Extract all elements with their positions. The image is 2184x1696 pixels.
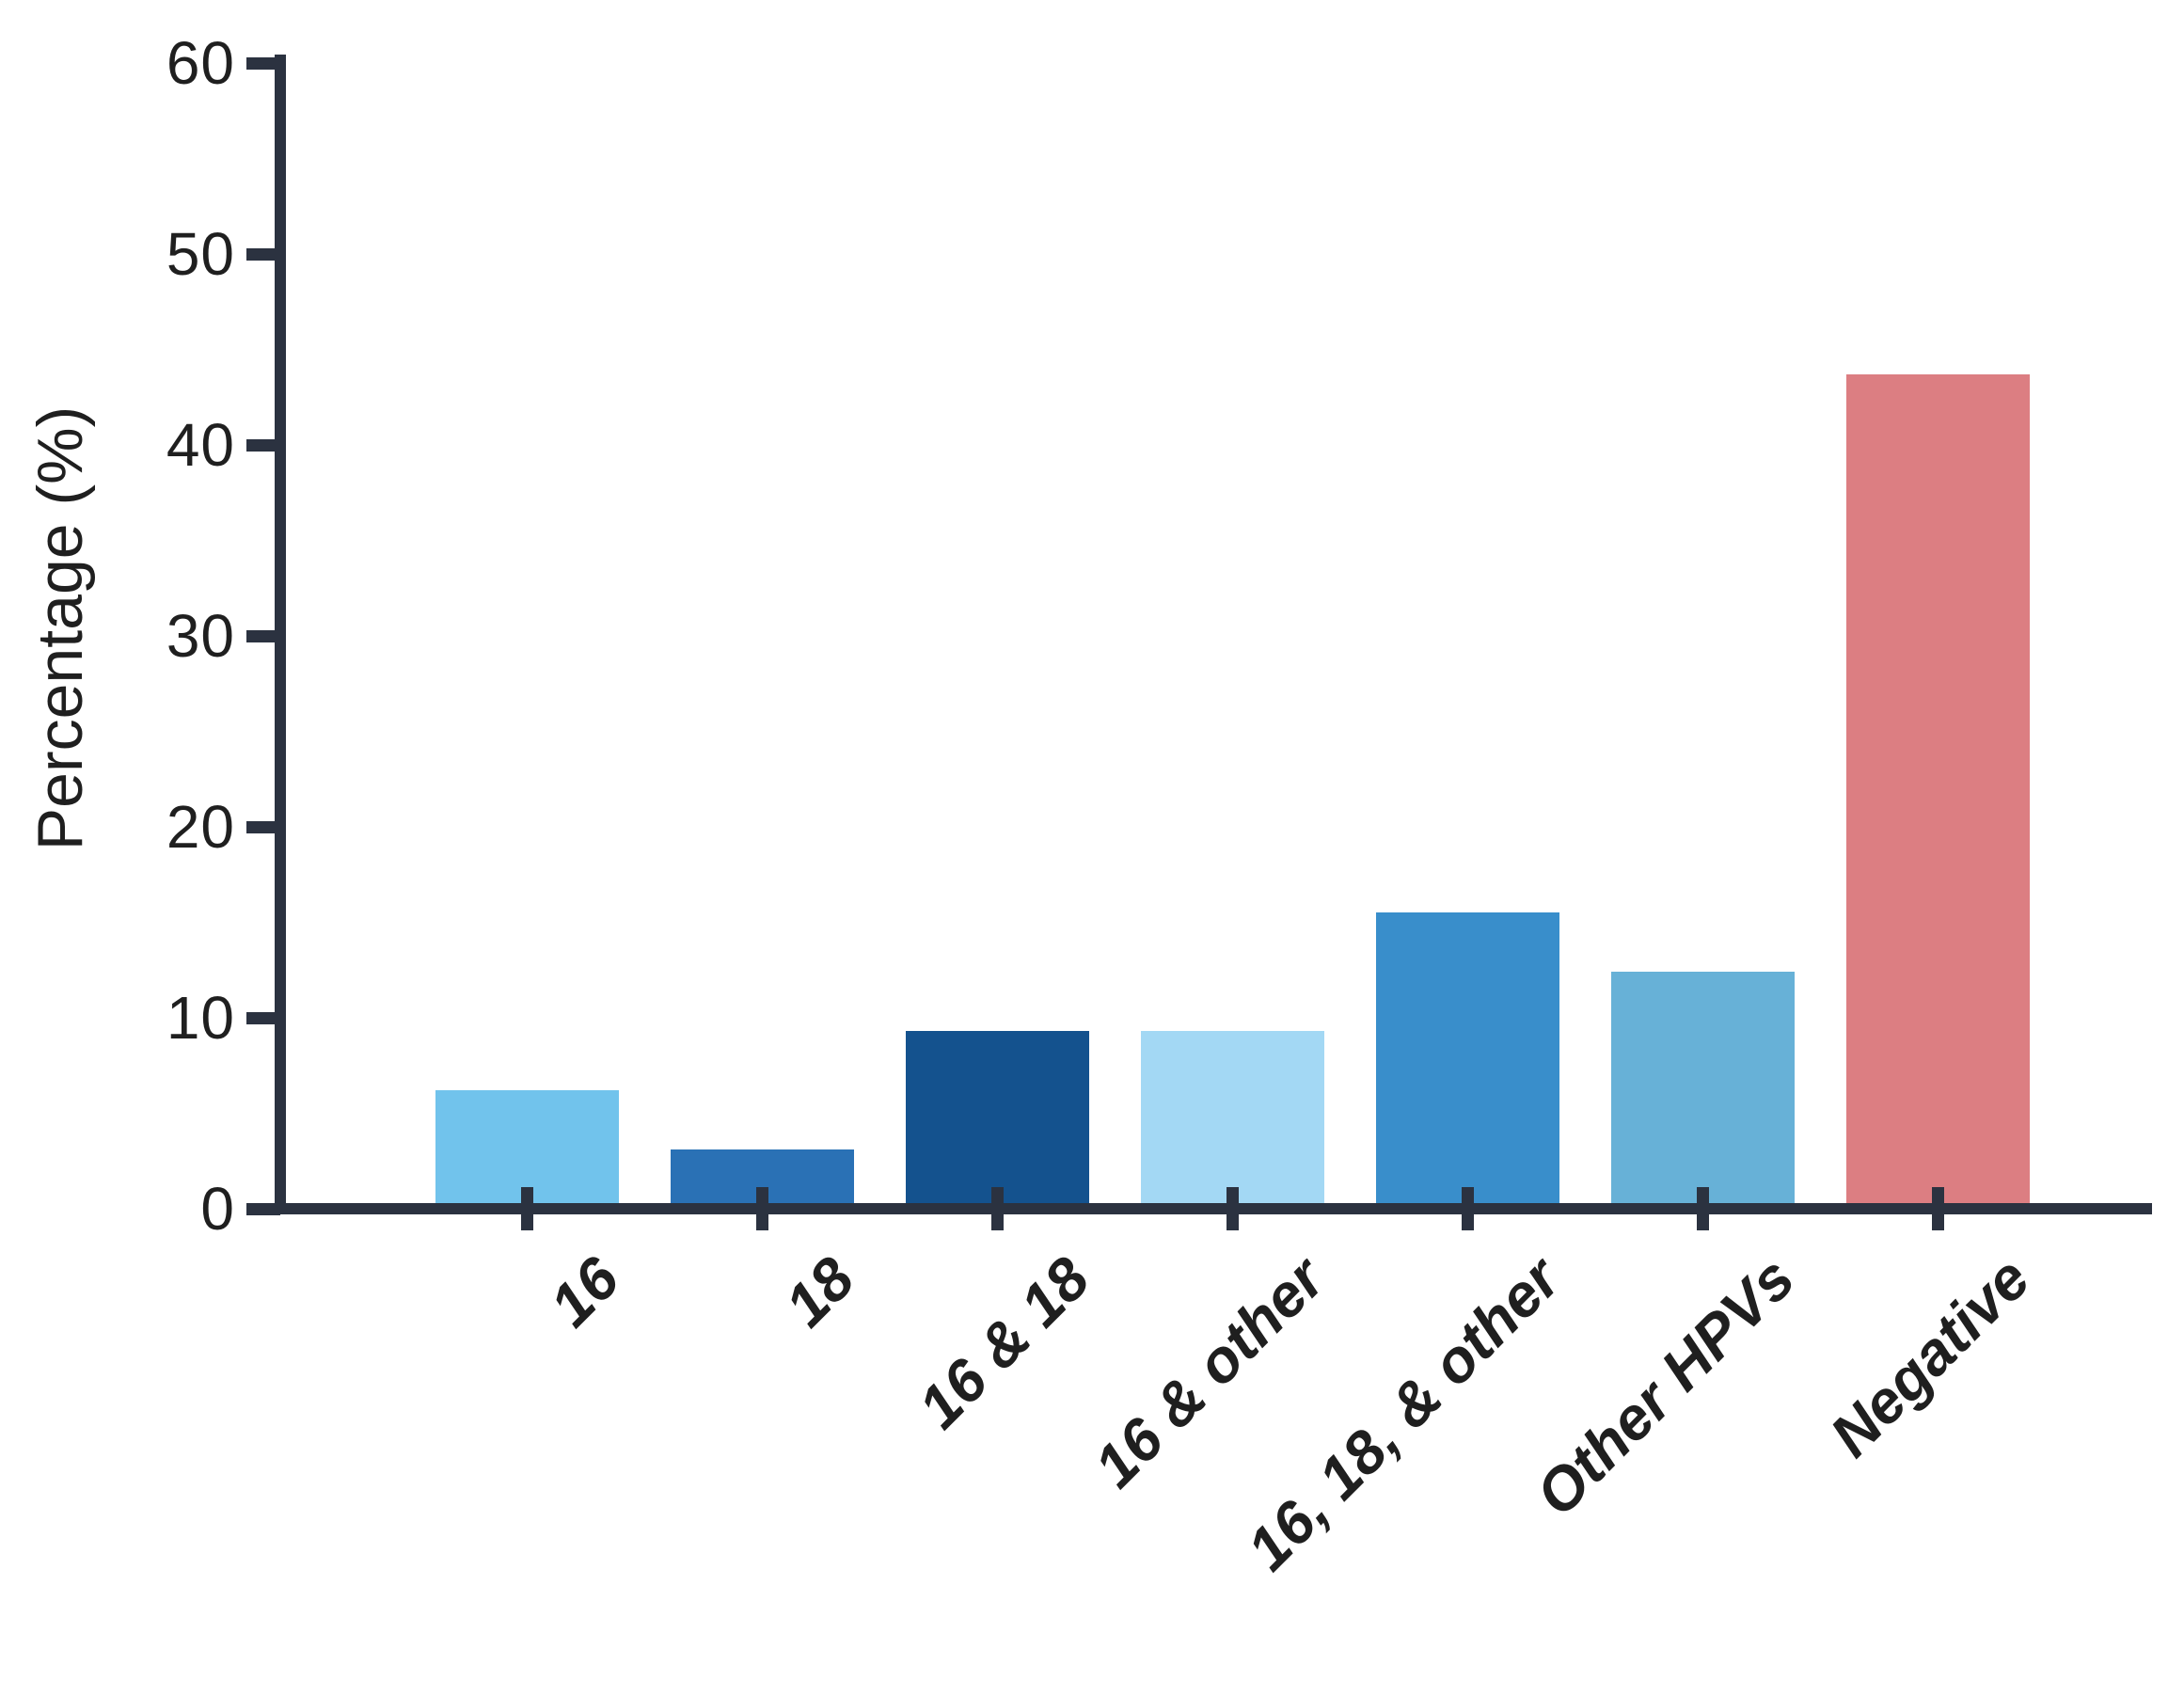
x-tick-mark-18 [755,1187,768,1230]
y-tick-label-20: 20 [166,793,235,861]
x-tick-mark-16 [520,1187,533,1230]
y-tick-mark-20 [246,820,280,833]
x-tick-label-18: 18 [771,1244,867,1339]
x-tick-label-16: 16 [536,1244,632,1339]
y-tick-label-0: 0 [200,1175,235,1243]
bar-16-18-other [1375,912,1559,1209]
y-tick-mark-40 [246,438,280,452]
y-tick-label-30: 30 [166,602,235,670]
x-tick-label-negative: Negative [1817,1244,2043,1470]
x-tick-mark-16-18 [990,1187,1004,1230]
bar-other-hpvs [1610,972,1795,1209]
x-tick-mark-16-other [1226,1187,1239,1230]
x-tick-label-16-other: 16 & other [1081,1244,1337,1500]
x-axis-line [249,1203,2152,1214]
y-tick-mark-50 [246,247,280,261]
y-axis-title: Percentage (%) [24,405,96,851]
x-tick-label-16-18: 16 & 18 [905,1244,1102,1442]
bar-16-18 [905,1031,1089,1209]
x-tick-mark-16-18-other [1461,1187,1474,1230]
x-tick-mark-other-hpvs [1696,1187,1709,1230]
y-axis-line [275,55,286,1214]
y-tick-label-50: 50 [166,220,235,288]
y-tick-label-60: 60 [166,29,235,97]
y-tick-mark-60 [246,56,280,70]
y-tick-label-10: 10 [166,984,235,1052]
bar-16-other [1140,1031,1324,1209]
x-tick-mark-negative [1931,1187,1944,1230]
y-tick-mark-30 [246,629,280,642]
y-tick-label-40: 40 [166,411,235,479]
y-tick-mark-0 [246,1202,280,1215]
bar-negative [1845,373,2030,1209]
y-tick-mark-10 [246,1011,280,1024]
